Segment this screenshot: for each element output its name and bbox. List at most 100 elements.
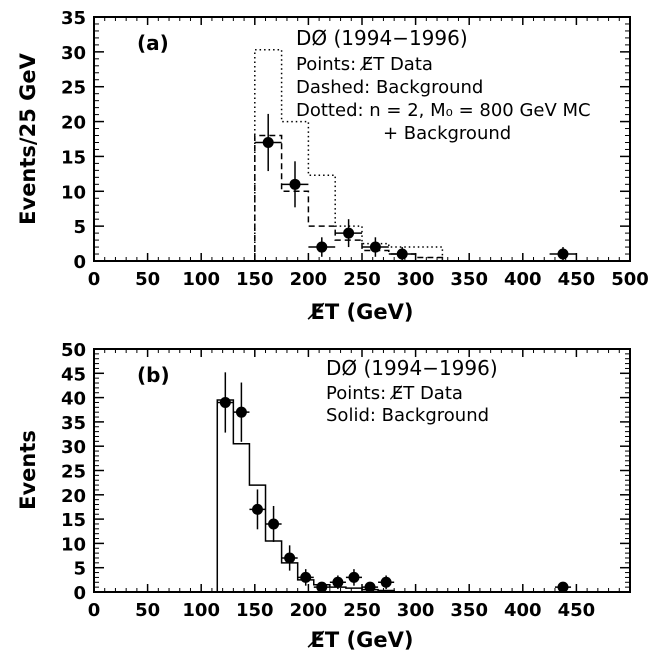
panel-a-y-ticks: 0 5 10 15 20 25 30 35 <box>61 8 630 273</box>
y-tick-label: 30 <box>61 43 86 64</box>
x-tick-label: 500 <box>611 269 649 290</box>
data-marker <box>332 576 344 588</box>
panel-a-legend-line-0: Points: E̸T Data <box>296 54 433 75</box>
data-marker <box>289 178 301 190</box>
x-tick-label: 250 <box>343 269 381 290</box>
x-tick-label: 0 <box>88 600 101 621</box>
data-marker <box>343 227 355 239</box>
panel-b-y-ticks: 0 5 10 15 20 25 30 35 40 45 50 <box>61 340 630 604</box>
y-tick-label: 10 <box>61 534 86 555</box>
y-tick-label: 5 <box>73 217 86 238</box>
x-tick-label: 50 <box>135 600 160 621</box>
data-point <box>362 237 389 257</box>
y-tick-label: 15 <box>61 510 86 531</box>
panel-a: (a) Events/25 GeV E̸T (GeV) DØ (1994−199… <box>16 8 649 324</box>
panel-b: (b) Events E̸T (GeV) DØ (1994−1996) Poin… <box>16 340 631 652</box>
data-point <box>249 489 266 530</box>
x-tick-label: 300 <box>397 269 435 290</box>
panel-b-series <box>216 372 572 593</box>
y-tick-label: 50 <box>61 340 86 361</box>
x-tick-label: 300 <box>397 600 435 621</box>
x-tick-label: 150 <box>236 600 274 621</box>
y-tick-label: 0 <box>73 583 86 604</box>
y-tick-label: 5 <box>73 559 86 580</box>
panel-b-xlabel: E̸T (GeV) <box>307 628 414 652</box>
panel-a-legend-line-1: Dashed: Background <box>296 77 483 98</box>
data-marker <box>262 136 274 148</box>
panel-a-legend-line-3: + Background <box>383 123 511 144</box>
data-point <box>265 505 282 542</box>
data-point <box>281 545 298 571</box>
data-marker <box>364 581 376 593</box>
data-point <box>308 237 336 257</box>
x-tick-label: 400 <box>504 269 542 290</box>
data-marker <box>557 248 569 260</box>
x-tick-label: 400 <box>504 600 542 621</box>
data-marker <box>369 241 381 253</box>
panel-b-legend: DØ (1994−1996) Points: E̸T Data Solid: B… <box>326 356 498 426</box>
x-tick-label: 350 <box>450 269 488 290</box>
panel-b-legend-line-1: Solid: Background <box>326 405 489 426</box>
data-point <box>233 382 250 442</box>
panel-b-legend-title: DØ (1994−1996) <box>326 356 498 380</box>
y-tick-label: 35 <box>61 413 86 434</box>
data-marker <box>284 552 296 564</box>
data-point <box>254 113 282 172</box>
panel-a-legend-line-2: Dotted: n = 2, M₀ = 800 GeV MC <box>296 100 591 121</box>
y-tick-label: 35 <box>61 8 86 29</box>
data-point <box>549 247 577 261</box>
x-tick-label: 100 <box>182 269 220 290</box>
x-tick-label: 150 <box>236 269 274 290</box>
data-point <box>388 247 416 261</box>
data-marker <box>219 396 231 408</box>
data-point <box>378 575 395 590</box>
y-tick-label: 25 <box>61 78 86 99</box>
data-marker <box>557 581 569 593</box>
histogram-solid <box>216 399 395 592</box>
panel-a-ylabel: Events/25 GeV <box>16 52 40 224</box>
x-tick-label: 200 <box>290 600 328 621</box>
data-marker <box>268 518 280 530</box>
y-tick-label: 30 <box>61 437 86 458</box>
y-tick-label: 0 <box>73 252 86 273</box>
data-marker <box>396 248 408 260</box>
data-marker <box>251 503 263 515</box>
panel-a-series <box>254 49 577 261</box>
y-tick-label: 20 <box>61 113 86 134</box>
data-marker <box>380 576 392 588</box>
panel-b-legend-line-0: Points: E̸T Data <box>326 383 463 404</box>
y-tick-label: 45 <box>61 364 86 385</box>
data-marker <box>235 406 247 418</box>
data-point <box>217 372 234 433</box>
y-tick-label: 10 <box>61 182 86 203</box>
panel-a-legend-title: DØ (1994−1996) <box>296 26 468 50</box>
data-point <box>335 219 362 248</box>
data-marker <box>348 571 360 583</box>
panel-a-legend: DØ (1994−1996) Points: E̸T Data Dashed: … <box>296 26 591 144</box>
panel-a-label: (a) <box>137 31 169 55</box>
x-tick-label: 450 <box>558 269 596 290</box>
data-marker <box>316 241 328 253</box>
x-tick-label: 0 <box>88 269 101 290</box>
data-marker <box>300 571 312 583</box>
x-tick-label: 50 <box>135 269 160 290</box>
y-tick-label: 40 <box>61 389 86 410</box>
panel-a-xlabel: E̸T (GeV) <box>307 300 414 324</box>
data-point <box>329 575 346 590</box>
data-point <box>297 569 314 586</box>
data-point <box>313 581 330 593</box>
panel-b-x-ticks: 0 50 100 150 200 250 300 350 400 450 <box>88 349 620 621</box>
data-point <box>554 581 572 593</box>
x-tick-label: 250 <box>343 600 381 621</box>
x-tick-label: 350 <box>450 600 488 621</box>
histogram-dotted <box>254 49 444 261</box>
data-point <box>362 581 379 593</box>
panel-a-x-ticks: 0 50 100 150 200 250 300 350 400 450 500 <box>88 17 649 290</box>
y-tick-label: 15 <box>61 147 86 168</box>
data-point <box>281 161 309 208</box>
panel-b-label: (b) <box>137 363 170 387</box>
x-tick-label: 100 <box>182 600 220 621</box>
data-marker <box>316 581 328 593</box>
